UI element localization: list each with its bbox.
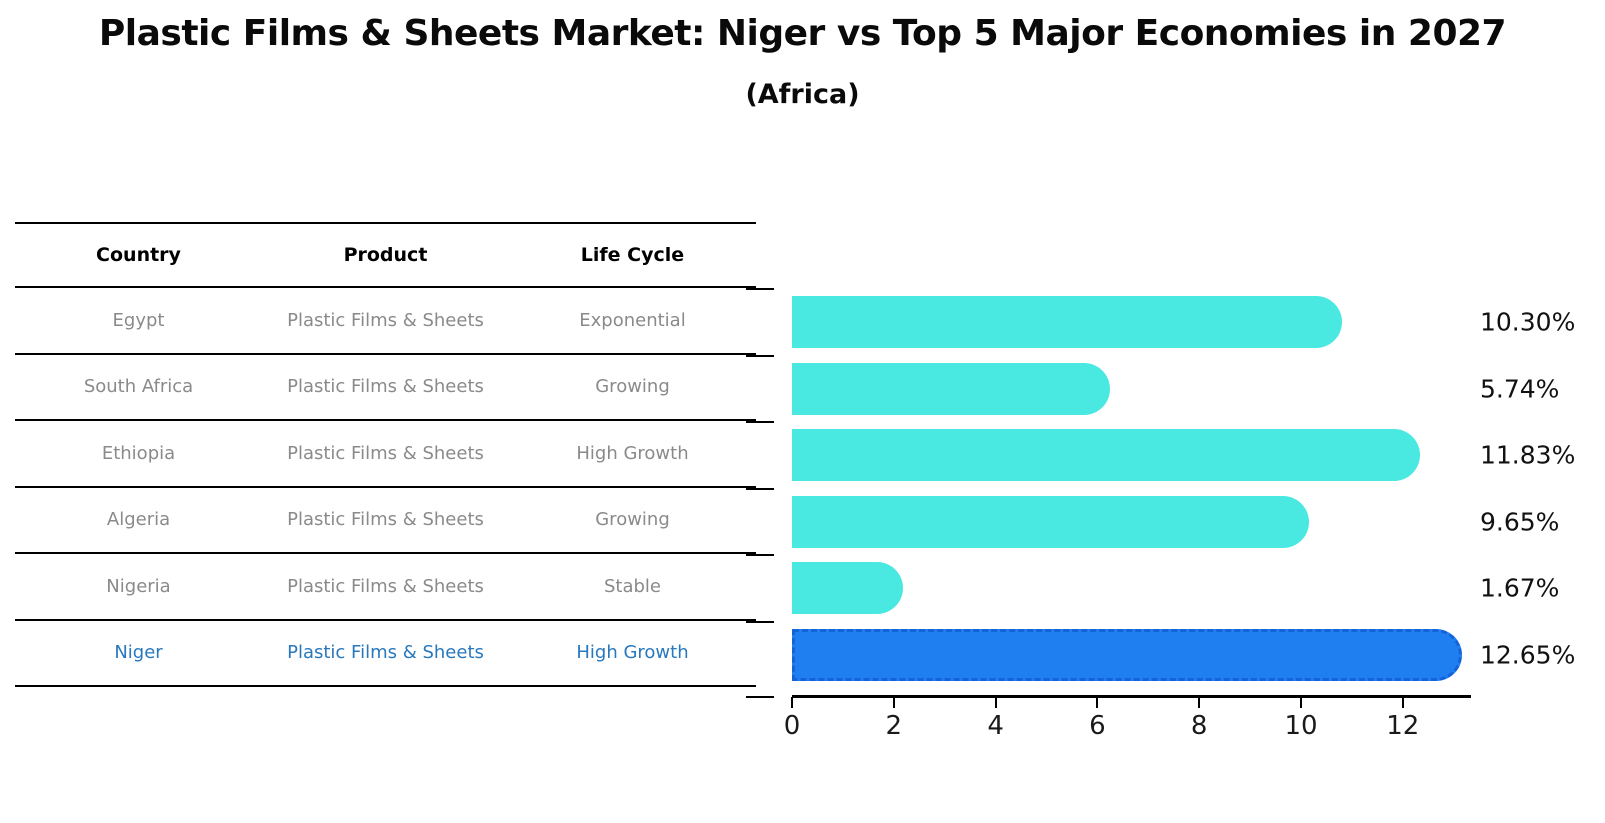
header-life-cycle: Life Cycle — [580, 244, 685, 266]
header-country: Country — [96, 244, 181, 266]
bar-value-label: 5.74% — [1480, 374, 1560, 404]
bar-niger — [792, 628, 1462, 681]
bar-algeria — [792, 495, 1310, 548]
y-axis-tick — [746, 696, 774, 698]
cell-country: Niger — [114, 642, 163, 664]
cell-life-cycle: High Growth — [576, 442, 689, 464]
table-row: Algeria Plastic Films & Sheets Growing — [15, 488, 756, 554]
bar-value-label: 1.67% — [1480, 573, 1560, 603]
cell-life-cycle: Growing — [595, 376, 670, 398]
bar-value-label: 9.65% — [1480, 507, 1560, 537]
bar-value-label: 12.65% — [1480, 640, 1576, 670]
chart-title: Plastic Films & Sheets Market: Niger vs … — [98, 13, 1507, 54]
cell-country: South Africa — [83, 376, 194, 398]
cell-life-cycle: Growing — [595, 509, 670, 531]
x-tick-label: 2 — [885, 711, 903, 741]
bar-plot-area — [792, 289, 1471, 688]
table-row: Niger Plastic Films & Sheets High Growth — [15, 621, 756, 687]
x-tick-label: 0 — [783, 711, 801, 741]
x-tick-label: 6 — [1089, 711, 1106, 741]
table-row: Egypt Plastic Films & Sheets Exponential — [15, 288, 756, 355]
y-axis-tick — [746, 487, 774, 490]
table-row: South Africa Plastic Films & Sheets Grow… — [15, 355, 756, 421]
cell-product: Plastic Films & Sheets — [287, 642, 484, 664]
x-tick-label: 12 — [1386, 711, 1420, 741]
bar-nigeria — [792, 562, 903, 615]
chart-subtitle: (Africa) — [745, 79, 860, 110]
cell-product: Plastic Films & Sheets — [287, 376, 484, 398]
x-tick-mark — [1198, 697, 1201, 708]
bar-value-label: 11.83% — [1480, 440, 1576, 470]
cell-life-cycle: Stable — [603, 575, 661, 597]
cell-product: Plastic Films & Sheets — [287, 442, 484, 464]
x-axis-line — [792, 695, 1471, 698]
cell-life-cycle: Exponential — [579, 309, 686, 331]
cell-product: Plastic Films & Sheets — [287, 509, 484, 531]
x-tick-label: 10 — [1284, 711, 1318, 741]
bar-egypt — [792, 296, 1343, 349]
y-axis-tick — [746, 554, 774, 556]
x-tick-mark — [791, 697, 793, 708]
summary-table: Country Product Life Cycle Egypt Plastic… — [15, 222, 756, 687]
x-tick-mark — [1401, 697, 1404, 708]
y-axis-tick — [746, 620, 774, 623]
bar-ethiopia — [792, 429, 1421, 482]
bar-value-label: 10.30% — [1480, 307, 1576, 337]
cell-life-cycle: High Growth — [576, 642, 689, 664]
cell-country: Ethiopia — [101, 442, 176, 464]
y-axis-tick — [746, 421, 774, 423]
x-tick-label: 8 — [1190, 711, 1208, 741]
table-header-row: Country Product Life Cycle — [15, 222, 756, 288]
table-body: Egypt Plastic Films & Sheets Exponential… — [15, 288, 756, 687]
bar-south-africa — [792, 362, 1111, 415]
x-tick-mark — [1300, 697, 1302, 708]
x-tick-mark — [994, 697, 997, 708]
x-tick-mark — [892, 697, 895, 708]
header-product: Product — [343, 244, 428, 266]
y-axis-tick — [746, 288, 774, 290]
cell-country: Nigeria — [106, 575, 171, 597]
table-row: Ethiopia Plastic Films & Sheets High Gro… — [15, 421, 756, 488]
y-axis-tick — [746, 354, 774, 357]
cell-product: Plastic Films & Sheets — [287, 575, 484, 597]
cell-country: Egypt — [112, 309, 165, 331]
x-tick-label: 4 — [987, 711, 1004, 741]
cell-product: Plastic Films & Sheets — [287, 309, 484, 331]
cell-country: Algeria — [106, 509, 171, 531]
table-row: Nigeria Plastic Films & Sheets Stable — [15, 554, 756, 621]
x-tick-mark — [1096, 697, 1099, 708]
